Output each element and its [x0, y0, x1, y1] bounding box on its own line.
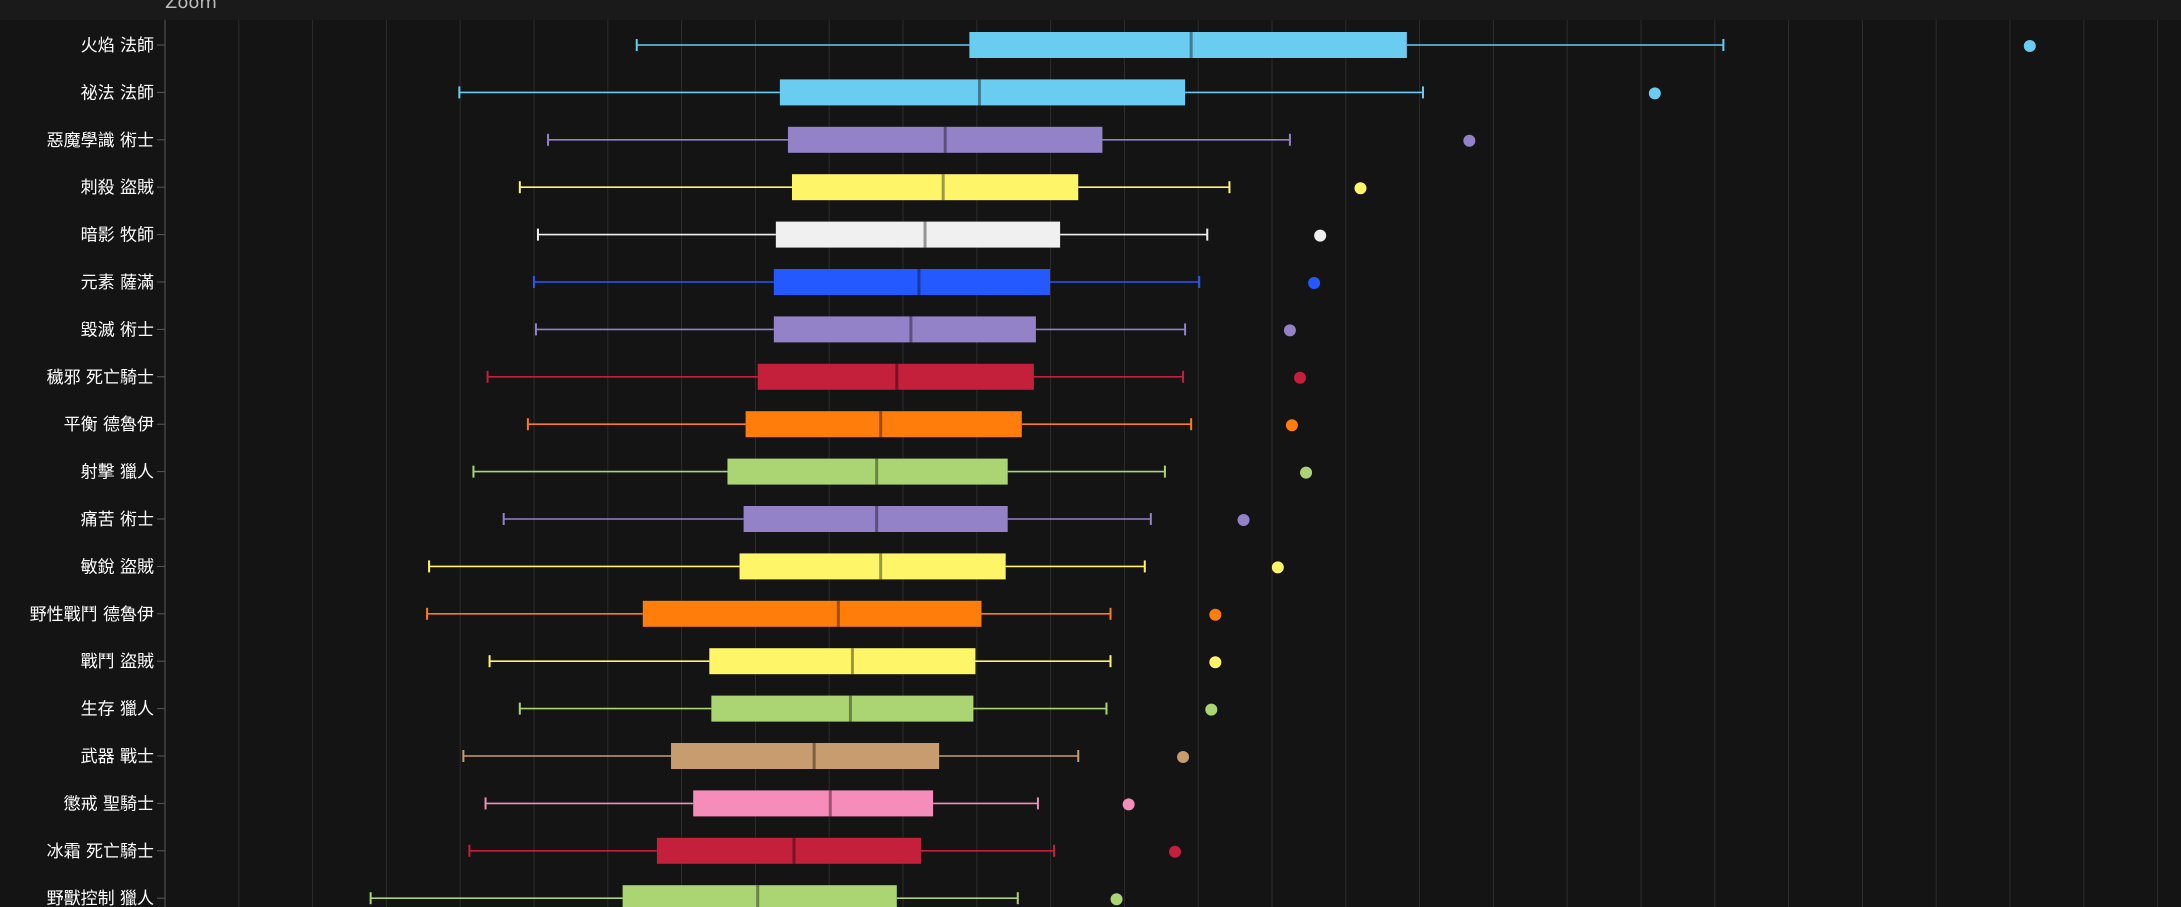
boxes: [369, 32, 2036, 907]
outlier-point: [1285, 419, 1298, 432]
category-label: 穢邪 死亡騎士: [47, 368, 154, 388]
category-label: 祕法 法師: [81, 83, 154, 103]
iqr-box: [622, 885, 897, 907]
iqr-box: [693, 790, 934, 817]
category-label: 敏銳 盜賊: [81, 557, 154, 577]
box-16: [462, 743, 1190, 769]
zoom-label[interactable]: Zoom: [165, 0, 217, 13]
iqr-box: [745, 411, 1022, 438]
box-9: [526, 411, 1298, 438]
category-label: 元素 薩滿: [81, 273, 154, 293]
iqr-box: [656, 837, 921, 864]
category-label: 野獸控制 獵人: [47, 889, 154, 907]
box-3: [547, 126, 1476, 153]
iqr-box: [711, 695, 974, 722]
outlier-point: [1169, 845, 1182, 858]
iqr-box: [787, 126, 1103, 153]
category-label: 戰鬥 盜賊: [81, 652, 154, 672]
iqr-box: [727, 458, 1008, 485]
iqr-box: [671, 743, 940, 769]
category-label: 刺殺 盜賊: [81, 178, 154, 198]
outlier-point: [1110, 893, 1123, 906]
iqr-box: [969, 32, 1407, 58]
box-10: [472, 458, 1313, 485]
category-label: 冰霜 死亡騎士: [47, 842, 154, 862]
box-18: [468, 837, 1182, 864]
outlier-point: [1209, 656, 1222, 669]
iqr-box: [775, 221, 1061, 248]
outlier-point: [1122, 798, 1135, 811]
category-label: 生存 獵人: [81, 700, 154, 720]
iqr-box: [773, 316, 1036, 343]
box-2: [458, 79, 1661, 106]
category-label: 毀滅 術士: [81, 320, 154, 340]
box-14: [488, 648, 1222, 675]
box-4: [518, 174, 1367, 201]
outlier-point: [1177, 751, 1190, 763]
outlier-point: [1308, 277, 1321, 289]
box-17: [484, 790, 1135, 817]
box-7: [534, 316, 1296, 343]
category-label: 暗影 牧師: [81, 226, 154, 246]
outlier-point: [1314, 229, 1327, 242]
iqr-box: [757, 363, 1034, 390]
category-label: 懲戒 聖騎士: [64, 794, 154, 814]
box-8: [486, 363, 1307, 390]
category-label: 火焰 法師: [81, 36, 154, 56]
top-strip: [0, 0, 2181, 20]
category-label: 惡魔學識 術士: [47, 131, 154, 151]
iqr-box: [739, 553, 1006, 580]
outlier-point: [1354, 182, 1367, 195]
outlier-point: [1205, 703, 1218, 716]
iqr-box: [791, 174, 1079, 201]
category-label: 野性戰鬥 德魯伊: [30, 605, 154, 625]
box-5: [536, 221, 1327, 248]
box-19: [369, 885, 1123, 907]
iqr-box: [642, 600, 982, 627]
box-11: [502, 506, 1250, 532]
box-13: [426, 600, 1222, 627]
iqr-box: [709, 648, 976, 675]
box-1: [635, 32, 2036, 58]
iqr-box: [779, 79, 1186, 106]
outlier-point: [1283, 324, 1296, 337]
outlier-point: [1294, 371, 1307, 384]
outlier-point: [2023, 40, 2036, 52]
box-12: [428, 553, 1284, 580]
outlier-point: [1271, 561, 1284, 574]
category-label: 平衡 德魯伊: [64, 415, 154, 435]
category-label: 武器 戰士: [81, 747, 154, 767]
outlier-point: [1463, 134, 1476, 147]
iqr-box: [773, 269, 1051, 295]
grid-lines: [238, 20, 2159, 907]
outlier-point: [1209, 608, 1222, 621]
y-axis: [157, 20, 166, 907]
box-6: [532, 269, 1321, 295]
outlier-point: [1300, 466, 1313, 479]
category-label: 射擊 獵人: [81, 463, 154, 483]
outlier-point: [1648, 87, 1661, 100]
category-label: 痛苦 術士: [81, 510, 154, 530]
iqr-box: [743, 506, 1008, 532]
box-15: [518, 695, 1218, 722]
outlier-point: [1237, 514, 1250, 526]
